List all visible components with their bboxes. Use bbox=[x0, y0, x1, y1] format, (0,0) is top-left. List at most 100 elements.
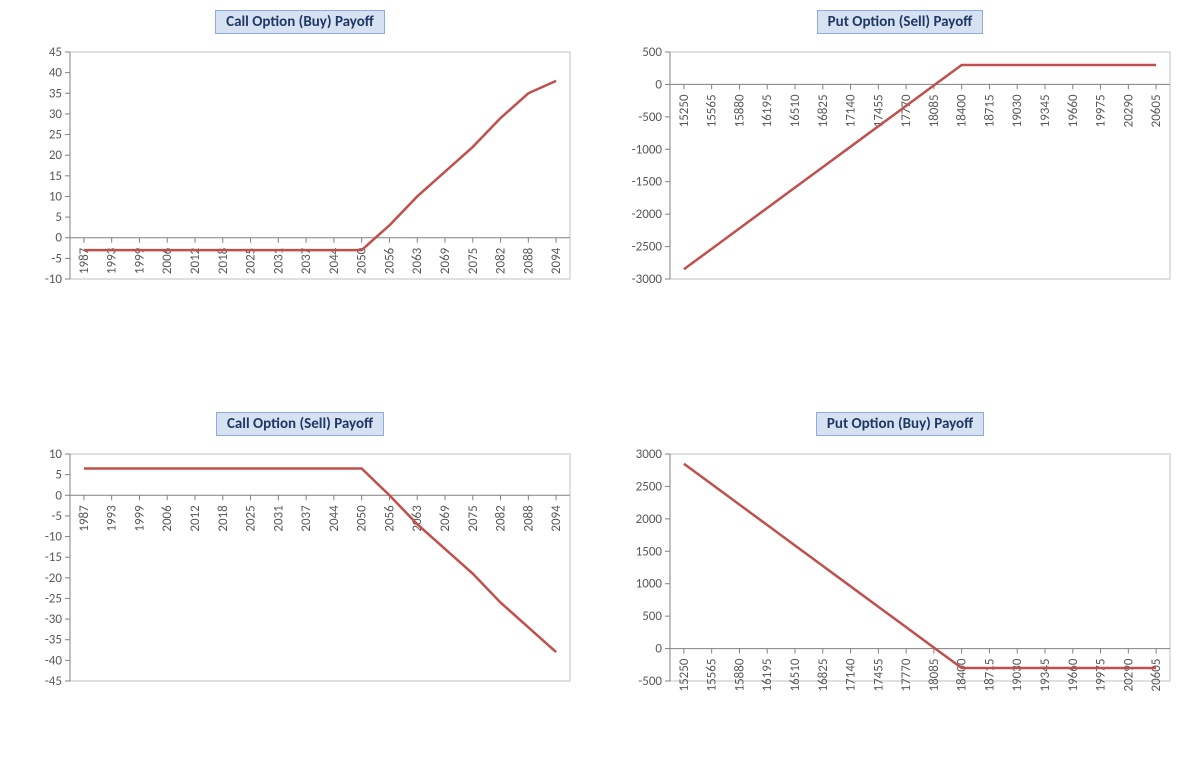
svg-text:19975: 19975 bbox=[1094, 94, 1109, 127]
svg-text:1987: 1987 bbox=[77, 504, 92, 531]
chart-title-0: Call Option (Buy) Payoff bbox=[215, 10, 385, 34]
svg-text:-25: -25 bbox=[45, 591, 62, 606]
svg-text:-5: -5 bbox=[51, 508, 62, 523]
svg-text:2000: 2000 bbox=[636, 511, 663, 526]
svg-text:15: 15 bbox=[49, 169, 62, 184]
svg-text:-10: -10 bbox=[45, 272, 63, 287]
chart-box-1: -3000-2500-2000-1500-1000-50005001525015… bbox=[620, 44, 1180, 334]
chart-title-2: Call Option (Sell) Payoff bbox=[216, 412, 384, 436]
svg-text:17770: 17770 bbox=[899, 658, 914, 691]
chart-title-1: Put Option (Sell) Payoff bbox=[817, 10, 984, 34]
svg-text:19660: 19660 bbox=[1066, 658, 1081, 691]
svg-text:0: 0 bbox=[655, 641, 662, 656]
svg-text:19030: 19030 bbox=[1010, 94, 1025, 127]
svg-text:-500: -500 bbox=[638, 674, 662, 689]
svg-text:18715: 18715 bbox=[982, 658, 997, 691]
svg-text:16825: 16825 bbox=[816, 658, 831, 691]
svg-text:2012: 2012 bbox=[188, 504, 203, 531]
svg-text:15880: 15880 bbox=[732, 94, 747, 127]
svg-text:20605: 20605 bbox=[1149, 94, 1164, 127]
svg-text:2031: 2031 bbox=[271, 505, 286, 531]
svg-text:17455: 17455 bbox=[871, 658, 886, 691]
svg-text:2031: 2031 bbox=[271, 248, 286, 274]
svg-text:-1500: -1500 bbox=[632, 175, 663, 190]
svg-text:5: 5 bbox=[55, 467, 62, 482]
chart-cell-2: Call Option (Sell) Payoff -45 -40 -35 -30 -2… bbox=[10, 412, 590, 754]
svg-text:2094: 2094 bbox=[549, 247, 564, 274]
svg-text:20605: 20605 bbox=[1149, 658, 1164, 691]
svg-text:25: 25 bbox=[49, 128, 62, 143]
svg-text:1993: 1993 bbox=[105, 504, 120, 531]
chart-cell-0: Call Option (Buy) Payoff -10-50510152025… bbox=[10, 10, 590, 352]
svg-text:2069: 2069 bbox=[438, 504, 453, 531]
svg-text:2500: 2500 bbox=[636, 479, 663, 494]
svg-text:2006: 2006 bbox=[160, 504, 175, 531]
svg-text:2025: 2025 bbox=[244, 505, 259, 531]
chart-box-2: -45-40-35-30-25-20-15-10-505101987199319… bbox=[20, 446, 580, 736]
svg-text:18715: 18715 bbox=[982, 94, 997, 127]
svg-text:-40: -40 bbox=[45, 653, 63, 668]
svg-text:2018: 2018 bbox=[216, 504, 231, 531]
svg-text:19660: 19660 bbox=[1066, 94, 1081, 127]
svg-text:-500: -500 bbox=[638, 110, 662, 125]
chart-grid: Call Option (Buy) Payoff -10-50510152025… bbox=[10, 10, 1190, 753]
svg-text:2082: 2082 bbox=[494, 247, 509, 274]
svg-text:16195: 16195 bbox=[760, 658, 775, 691]
svg-text:35: 35 bbox=[49, 86, 62, 101]
svg-text:45: 45 bbox=[49, 45, 62, 60]
svg-text:15880: 15880 bbox=[732, 658, 747, 691]
svg-text:15250: 15250 bbox=[677, 658, 692, 691]
svg-text:2094: 2094 bbox=[549, 504, 564, 531]
svg-text:-10: -10 bbox=[45, 529, 63, 544]
svg-text:19345: 19345 bbox=[1038, 94, 1053, 127]
chart-title-3: Put Option (Buy) Payoff bbox=[816, 412, 984, 436]
svg-text:18085: 18085 bbox=[927, 94, 942, 127]
svg-text:-30: -30 bbox=[45, 612, 63, 627]
svg-text:18085: 18085 bbox=[927, 658, 942, 691]
svg-text:-35: -35 bbox=[45, 632, 62, 647]
svg-text:20290: 20290 bbox=[1121, 658, 1136, 691]
svg-text:-2000: -2000 bbox=[632, 207, 663, 222]
svg-text:2037: 2037 bbox=[299, 504, 314, 531]
svg-text:0: 0 bbox=[55, 231, 62, 246]
chart-box-0: -10-505101520253035404519871993199920062… bbox=[20, 44, 580, 334]
svg-text:2063: 2063 bbox=[410, 247, 425, 274]
svg-text:1500: 1500 bbox=[636, 544, 663, 559]
svg-text:18400: 18400 bbox=[955, 94, 970, 127]
svg-text:30: 30 bbox=[49, 107, 63, 122]
svg-text:2050: 2050 bbox=[355, 504, 370, 531]
svg-text:3000: 3000 bbox=[636, 447, 663, 462]
svg-text:15250: 15250 bbox=[677, 94, 692, 127]
svg-text:2044: 2044 bbox=[327, 504, 342, 531]
svg-text:-5: -5 bbox=[51, 251, 62, 266]
svg-text:10: 10 bbox=[49, 189, 63, 204]
svg-text:-2500: -2500 bbox=[632, 240, 663, 255]
svg-text:1000: 1000 bbox=[636, 576, 663, 591]
svg-text:17140: 17140 bbox=[844, 658, 859, 691]
chart-box-3: -500050010001500200025003000152501556515… bbox=[620, 446, 1180, 736]
svg-text:19030: 19030 bbox=[1010, 658, 1025, 691]
svg-text:20290: 20290 bbox=[1121, 94, 1136, 127]
svg-text:15565: 15565 bbox=[705, 658, 720, 691]
svg-text:19345: 19345 bbox=[1038, 658, 1053, 691]
svg-text:5: 5 bbox=[55, 210, 62, 225]
svg-text:40: 40 bbox=[49, 66, 63, 81]
chart-cell-3: Put Option (Buy) Payoff -500050010001500… bbox=[610, 412, 1190, 754]
svg-text:10: 10 bbox=[49, 447, 63, 462]
svg-text:-45: -45 bbox=[45, 674, 62, 689]
svg-text:1999: 1999 bbox=[132, 504, 147, 531]
svg-text:15565: 15565 bbox=[705, 94, 720, 127]
svg-text:2082: 2082 bbox=[494, 504, 509, 531]
svg-text:2075: 2075 bbox=[466, 248, 481, 274]
svg-text:16195: 16195 bbox=[760, 94, 775, 127]
svg-text:2056: 2056 bbox=[382, 247, 397, 274]
svg-text:2056: 2056 bbox=[382, 504, 397, 531]
svg-text:2088: 2088 bbox=[521, 504, 536, 531]
chart-cell-1: Put Option (Sell) Payoff -3000-2500-2000… bbox=[610, 10, 1190, 352]
svg-text:-20: -20 bbox=[45, 570, 63, 585]
svg-text:20: 20 bbox=[49, 148, 63, 163]
svg-text:17140: 17140 bbox=[844, 94, 859, 127]
svg-text:2088: 2088 bbox=[521, 247, 536, 274]
svg-text:2025: 2025 bbox=[244, 248, 259, 274]
svg-text:16510: 16510 bbox=[788, 658, 803, 691]
